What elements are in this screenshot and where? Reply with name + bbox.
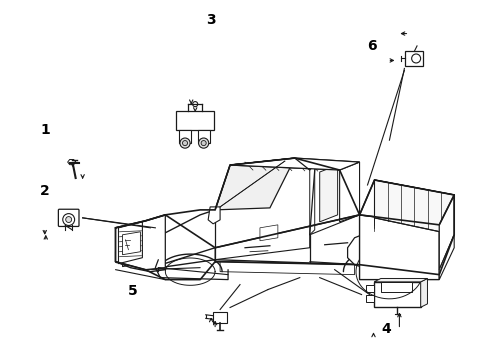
- Circle shape: [182, 140, 188, 146]
- Circle shape: [193, 102, 198, 107]
- Polygon shape: [220, 262, 355, 275]
- Polygon shape: [230, 158, 360, 170]
- Bar: [405, 51, 423, 66]
- Polygon shape: [319, 165, 338, 222]
- Polygon shape: [439, 235, 454, 280]
- Circle shape: [201, 140, 206, 146]
- Text: 5: 5: [128, 284, 138, 298]
- Polygon shape: [215, 158, 295, 210]
- Bar: [366, 296, 374, 302]
- Polygon shape: [260, 225, 278, 241]
- Polygon shape: [122, 232, 141, 255]
- Bar: [179, 130, 191, 143]
- Text: 2: 2: [40, 184, 50, 198]
- Polygon shape: [208, 207, 220, 224]
- Circle shape: [198, 138, 209, 148]
- Polygon shape: [439, 195, 454, 270]
- Polygon shape: [116, 248, 146, 265]
- Bar: [213, 312, 227, 323]
- Polygon shape: [119, 222, 143, 264]
- FancyBboxPatch shape: [58, 209, 79, 226]
- Text: 3: 3: [206, 13, 216, 27]
- Circle shape: [180, 138, 190, 148]
- Text: 1: 1: [40, 123, 50, 137]
- Circle shape: [412, 54, 420, 63]
- Polygon shape: [122, 244, 145, 267]
- Polygon shape: [374, 279, 427, 282]
- Bar: [381, 282, 412, 292]
- Bar: [374, 282, 421, 307]
- Polygon shape: [116, 215, 165, 270]
- Polygon shape: [421, 279, 427, 307]
- Text: 6: 6: [367, 39, 377, 53]
- Polygon shape: [310, 165, 315, 235]
- Bar: [176, 111, 214, 130]
- Polygon shape: [230, 158, 360, 170]
- Polygon shape: [360, 215, 439, 280]
- Polygon shape: [374, 180, 454, 235]
- Bar: [198, 130, 210, 143]
- Bar: [366, 285, 374, 292]
- Circle shape: [66, 217, 72, 222]
- Polygon shape: [147, 241, 162, 259]
- Circle shape: [63, 213, 74, 225]
- Polygon shape: [360, 180, 454, 225]
- Polygon shape: [347, 232, 434, 278]
- Polygon shape: [340, 162, 360, 222]
- Text: 4: 4: [382, 322, 392, 336]
